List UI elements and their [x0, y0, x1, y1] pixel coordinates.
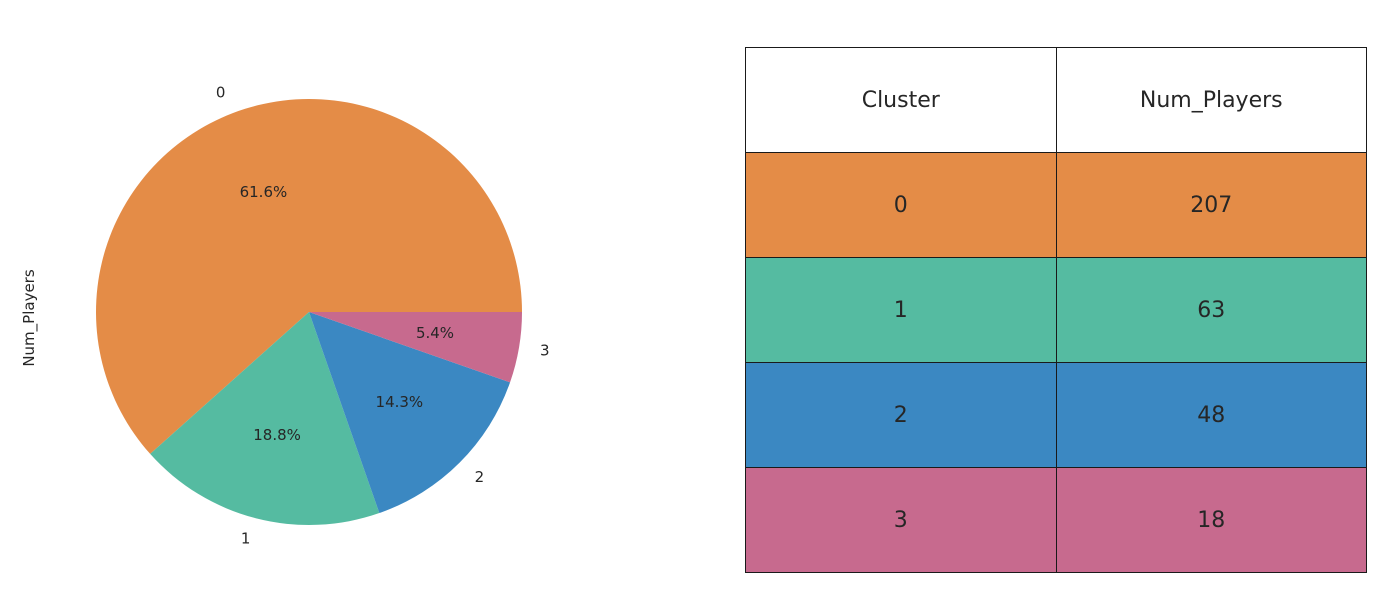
cluster-table: Cluster Num_Players 0 207 1 63 2 48 3 18 [745, 47, 1367, 573]
table-row: 0 207 [745, 152, 1367, 258]
pie-chart: Num_Players 61.6% 0 18.8% 1 14.3% 2 5.4% 3 [20, 84, 550, 548]
table-row: 2 48 [745, 362, 1367, 468]
cell-cluster-3: 3 [745, 467, 1057, 573]
table-row: 3 18 [745, 467, 1367, 573]
pie-slice-3 [309, 312, 522, 383]
table-row: 1 63 [745, 257, 1367, 363]
header-cluster: Cluster [745, 47, 1057, 153]
pie-slice-0 [96, 99, 522, 454]
cell-cluster-2: 2 [745, 362, 1057, 468]
pie-percent-label-1: 18.8% [253, 426, 301, 444]
cell-cluster-1: 1 [745, 257, 1057, 363]
header-num-players: Num_Players [1055, 47, 1367, 153]
pie-category-label-2: 2 [475, 468, 485, 486]
cell-num-players-2: 48 [1055, 362, 1367, 468]
pie-y-axis-label: Num_Players [20, 269, 39, 367]
pie-slice-1 [150, 312, 380, 525]
table-header-row: Cluster Num_Players [745, 47, 1367, 153]
pie-slice-2 [309, 312, 511, 514]
pie-category-label-1: 1 [241, 529, 251, 547]
pie-category-label-3: 3 [540, 342, 550, 360]
pie-percent-label-2: 14.3% [376, 393, 424, 411]
pie-percent-label-0: 61.6% [240, 183, 288, 201]
pie-category-label-0: 0 [216, 84, 226, 102]
cell-num-players-3: 18 [1055, 467, 1367, 573]
cell-cluster-0: 0 [745, 152, 1057, 258]
pie-percent-label-3: 5.4% [416, 324, 454, 342]
cell-num-players-0: 207 [1055, 152, 1367, 258]
cell-num-players-1: 63 [1055, 257, 1367, 363]
